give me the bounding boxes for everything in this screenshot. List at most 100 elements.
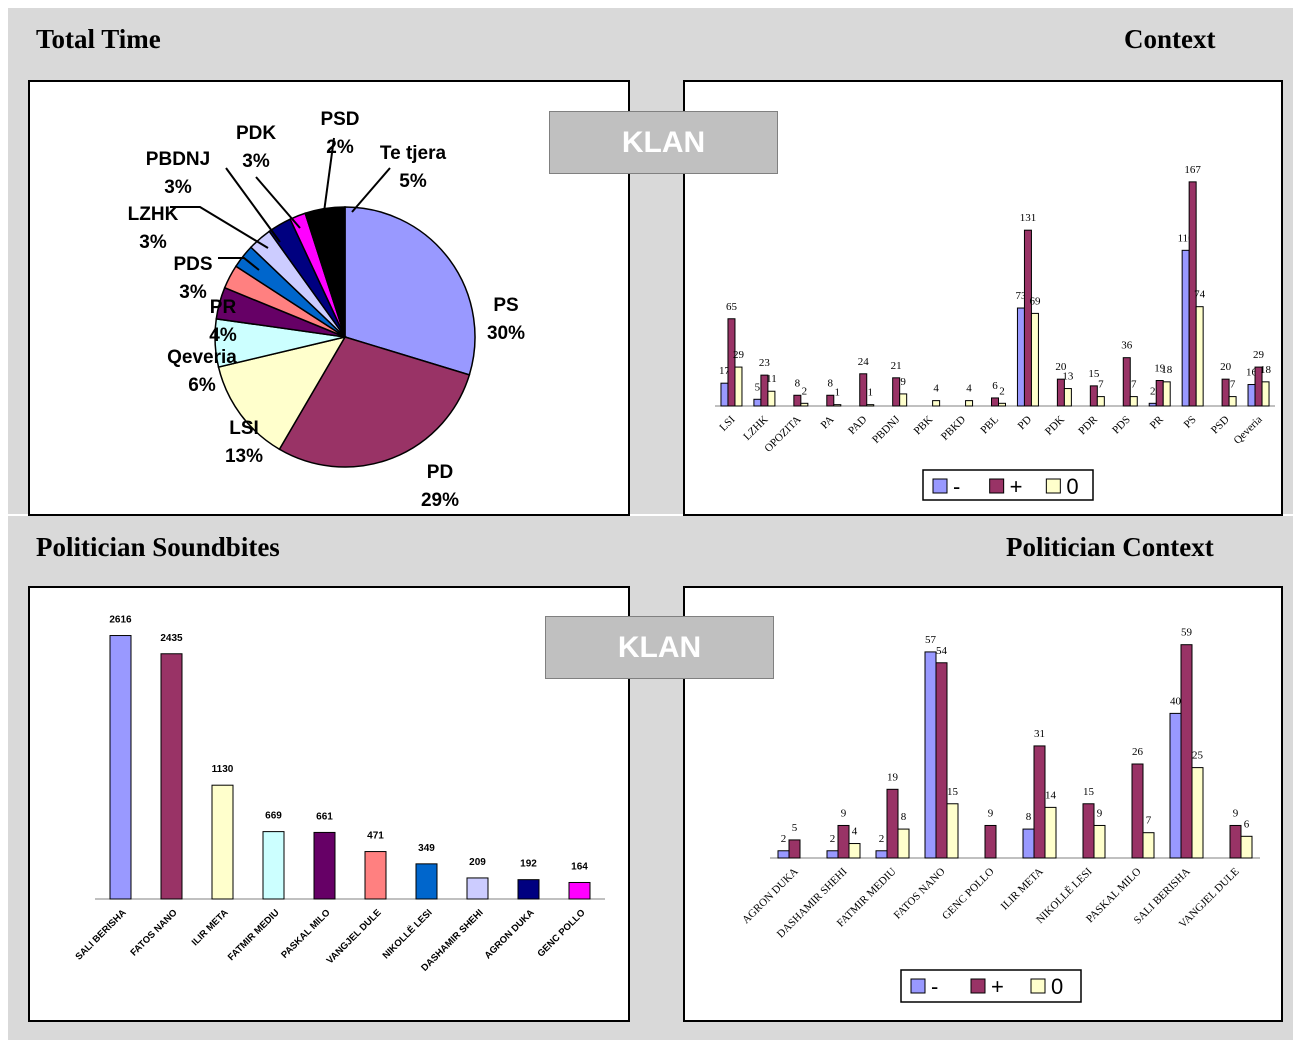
tick-label-pds: PDS: [1110, 414, 1133, 437]
data-label-pd-zero: 69: [1029, 295, 1041, 307]
data-label-pd-minus: 73: [1015, 290, 1027, 302]
bar-fatos-nano-plus: [935, 662, 948, 859]
bar-pbdnj-plus: [892, 377, 901, 407]
pie-label-name: LZHK: [128, 204, 179, 225]
data-label-agron-duka-minus: 2: [781, 833, 787, 845]
data-label-fatos-nano-zero: 15: [947, 786, 959, 798]
data-label-dashamir-shehi: 209: [469, 857, 486, 868]
pie-label-psd: PSD 2%: [320, 109, 359, 158]
bar-ps-zero: [1195, 306, 1204, 407]
data-label-lsi-zero: 29: [733, 349, 745, 361]
data-label-nikoll-lesi-plus: 15: [1083, 786, 1095, 798]
bar-pa-plus: [826, 394, 835, 407]
legend-swatch-plus: [970, 978, 986, 994]
tick-label-ilir-meta: ILIR META: [190, 907, 231, 948]
pie-chart: PS 30% PD 29% LSI 13% Qeveria 6% PR 4% PDS 3% LZHK 3%…: [128, 109, 525, 511]
legend-box: [922, 469, 1094, 501]
bar-ilir-meta-minus: [1022, 828, 1035, 859]
data-label-paskal-milo-zero: 7: [1146, 815, 1152, 827]
legend-swatch-zero: [1030, 978, 1046, 994]
legend-swatch-minus: [932, 478, 948, 494]
bar-pbl-plus: [991, 397, 999, 407]
pie-label-pct: 6%: [188, 375, 216, 396]
bar-fatmir-mediu: [262, 831, 285, 900]
legend-box: [900, 969, 1082, 1003]
data-label-pdr-zero: 7: [1098, 379, 1104, 391]
data-label-pbkd-zero: 4: [966, 383, 972, 395]
tick-label-pdk: PDK: [1043, 414, 1067, 438]
bar-paskal-milo-plus: [1131, 763, 1144, 859]
tick-label-pbk: PBK: [912, 414, 936, 438]
bar-ilir-meta: [211, 784, 234, 900]
data-label-ilir-meta-zero: 14: [1045, 789, 1057, 801]
data-label-ilir-meta-minus: 8: [1026, 811, 1032, 823]
bar-agron-duka-minus: [777, 850, 790, 859]
bar-vangjel-dule: [364, 851, 387, 900]
data-label-pdr-plus: 15: [1088, 368, 1100, 380]
data-label-nikoll-lesi-zero: 9: [1097, 807, 1103, 819]
bar-pbkd-zero: [965, 400, 974, 407]
data-label-pbl-plus: 6: [992, 380, 998, 392]
data-label-dashamir-shehi-plus: 9: [841, 807, 847, 819]
bar-dashamir-shehi-plus: [837, 824, 850, 859]
soundbites-chart: 2616 SALI BERISHA 2435 FATOS NANO 1130 ILIR M…: [73, 615, 605, 974]
data-label-ps-plus: 167: [1184, 164, 1201, 176]
tick-label-genc-pollo: GENC POLLO: [940, 866, 997, 923]
data-label-vangjel-dule-zero: 6: [1244, 818, 1250, 830]
tick-label-fatmir-mediu: FATMIR MEDIU: [226, 907, 282, 963]
legend-swatch-zero: [1045, 478, 1061, 494]
bar-pd-minus: [1016, 307, 1025, 407]
heading-context: Context: [1124, 24, 1216, 54]
pie-label-pct: 3%: [164, 177, 192, 198]
bar-pad-zero: [866, 404, 875, 407]
bar-opozita-zero: [800, 402, 809, 407]
pie-leader-pbdnj: [225, 167, 281, 243]
pie-label-te-tjera: Te tjera 5%: [380, 143, 447, 192]
bar-pr-minus: [1148, 402, 1157, 407]
bar-agron-duka-plus: [788, 839, 801, 859]
pie-chart-box: PS 30% PD 29% LSI 13% Qeveria 6% PR 4% PDS 3% LZHK 3%…: [28, 80, 630, 516]
pie-label-name: PDS: [173, 254, 212, 275]
data-label-pa-plus: 8: [828, 377, 834, 389]
legend-label-zero: 0: [1066, 474, 1078, 499]
data-label-agron-duka-plus: 5: [792, 822, 798, 834]
bar-pbk-zero: [932, 400, 941, 407]
data-label-pad-zero: 1: [867, 387, 873, 399]
data-label-ilir-meta-plus: 31: [1034, 728, 1045, 740]
bar-vangjel-dule-zero: [1240, 835, 1253, 859]
data-label-sali-berisha-minus: 40: [1170, 695, 1182, 707]
bar-pbdnj-zero: [899, 393, 908, 407]
data-label-opozita-plus: 8: [795, 377, 801, 389]
data-label-fatos-nano: 2435: [160, 633, 183, 644]
data-label-dashamir-shehi-minus: 2: [830, 833, 836, 845]
bar-vangjel-dule-plus: [1229, 824, 1242, 859]
pie-label-lzhk: LZHK 3%: [128, 204, 179, 253]
tick-label-sali-berisha: SALI BERISHA: [73, 907, 128, 962]
data-label-pdk-zero: 13: [1062, 371, 1074, 383]
pie-label-pct: 3%: [179, 282, 207, 303]
pie-leader-pds: [218, 257, 260, 271]
bar-lsi-zero: [734, 366, 743, 407]
legend-label-minus: -: [953, 474, 960, 499]
bar-dashamir-shehi: [466, 877, 489, 900]
pie-label-name: LSI: [229, 418, 259, 439]
data-label-opozita-zero: 2: [802, 385, 808, 397]
pie-label-pct: 30%: [487, 323, 525, 344]
data-label-pd-plus: 131: [1020, 212, 1037, 224]
pie-label-name: PDK: [236, 123, 276, 144]
data-label-pr-minus: 2: [1150, 385, 1156, 397]
legend-label-plus: +: [1010, 474, 1023, 499]
pie-label-pct: 29%: [421, 490, 459, 511]
bar-qeveria-zero: [1261, 381, 1270, 407]
data-label-lzhk-plus: 23: [759, 357, 771, 369]
bar-paskal-milo: [313, 831, 336, 900]
bar-ilir-meta-plus: [1033, 745, 1046, 859]
bar-pdk-zero: [1063, 388, 1072, 407]
tick-label-lzhk: LZHK: [741, 414, 770, 443]
bar-fatos-nano: [160, 653, 183, 900]
bar-fatmir-mediu-zero: [897, 828, 910, 859]
bar-pa-zero: [833, 404, 842, 407]
data-label-fatmir-mediu-zero: 8: [901, 811, 907, 823]
pie-label-pct: 4%: [209, 325, 237, 346]
pie-slice-lsi: [217, 335, 347, 451]
